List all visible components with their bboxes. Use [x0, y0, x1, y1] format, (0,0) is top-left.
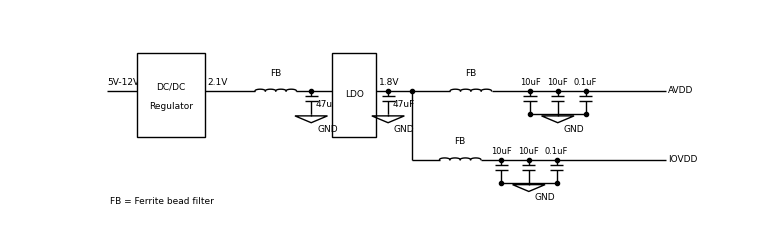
- Text: 0.1uF: 0.1uF: [545, 147, 568, 156]
- Text: 47uF: 47uF: [393, 100, 415, 109]
- Text: 5V-12V: 5V-12V: [107, 78, 140, 87]
- Text: 1.8V: 1.8V: [379, 78, 400, 87]
- Text: IOVDD: IOVDD: [668, 155, 697, 164]
- Text: GND: GND: [535, 193, 555, 202]
- Text: 10uF: 10uF: [491, 147, 511, 156]
- Text: GND: GND: [564, 124, 584, 134]
- Text: 2.1V: 2.1V: [208, 78, 228, 87]
- Bar: [332, 53, 376, 137]
- Text: GND: GND: [394, 124, 414, 134]
- Text: GND: GND: [317, 124, 338, 134]
- Text: FB: FB: [455, 137, 466, 146]
- Text: 10uF: 10uF: [547, 78, 568, 87]
- Text: LDO: LDO: [345, 90, 363, 99]
- Text: 0.1uF: 0.1uF: [574, 78, 597, 87]
- Text: FB: FB: [465, 68, 476, 77]
- Text: DC/DC: DC/DC: [156, 83, 185, 92]
- Text: FB: FB: [270, 68, 282, 77]
- Text: 47uF: 47uF: [316, 100, 338, 109]
- Text: 10uF: 10uF: [518, 147, 539, 156]
- Text: AVDD: AVDD: [668, 86, 693, 95]
- Text: 10uF: 10uF: [520, 78, 540, 87]
- Bar: [137, 53, 204, 137]
- Text: Regulator: Regulator: [149, 102, 193, 111]
- Text: FB = Ferrite bead filter: FB = Ferrite bead filter: [110, 197, 214, 206]
